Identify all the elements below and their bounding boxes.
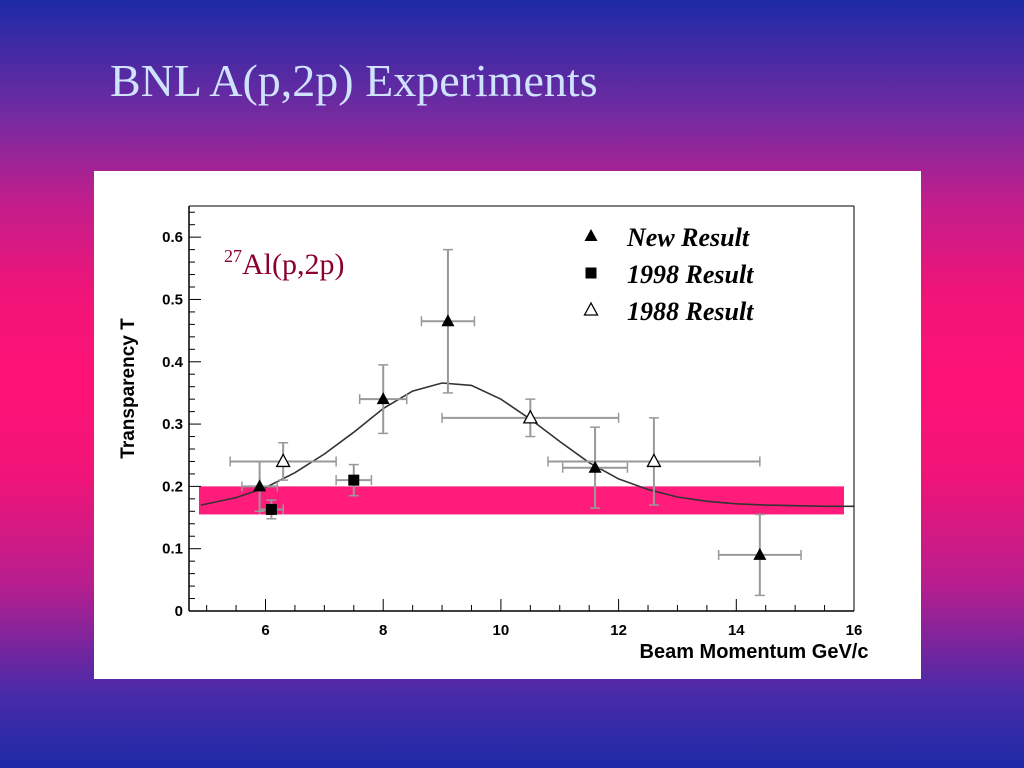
x-tick-label: 8	[379, 622, 387, 639]
legend-label: 1998 Result	[627, 260, 754, 289]
data-point	[753, 547, 767, 560]
reaction-annotation: 27Al(p,2p)	[224, 246, 344, 281]
y-tick-label: 0	[175, 603, 183, 620]
data-point	[646, 453, 662, 468]
x-tick-label: 12	[610, 622, 627, 639]
data-point	[522, 409, 538, 424]
y-tick-label: 0.6	[162, 229, 183, 246]
annotation-mass-number: 27	[224, 246, 242, 266]
x-tick-label: 14	[728, 622, 745, 639]
y-tick-label: 0.1	[162, 541, 183, 558]
data-point	[376, 392, 390, 405]
legend-label: New Result	[626, 223, 750, 252]
y-tick-label: 0.2	[162, 478, 183, 495]
y-tick-label: 0.4	[162, 354, 184, 371]
x-axis-label: Beam Momentum GeV/c	[640, 641, 869, 663]
legend-label: 1988 Result	[627, 297, 754, 326]
data-point	[275, 453, 291, 468]
legend-marker	[583, 301, 599, 316]
data-point	[253, 479, 267, 492]
prediction-band	[199, 486, 844, 515]
legend-marker	[584, 229, 598, 241]
y-tick-label: 0.5	[162, 291, 183, 308]
data-point	[588, 460, 602, 473]
annotation-reaction: Al(p,2p)	[242, 248, 344, 281]
data-point	[441, 314, 455, 327]
legend-marker	[585, 267, 597, 279]
chart-panel: 6 8 10 12 14 16 0 0.1 0.2 0.3 0.4 0.5 0.6 New Result…	[94, 171, 921, 679]
y-axis-label: Transparency T	[118, 318, 139, 459]
x-tick-label: 16	[846, 622, 863, 639]
data-point	[348, 474, 360, 486]
x-tick-label: 10	[493, 622, 510, 639]
transparency-chart: 6 8 10 12 14 16 0 0.1 0.2 0.3 0.4 0.5 0.6 New Result…	[118, 205, 869, 663]
slide-title: BNL A(p,2p) Experiments	[110, 55, 598, 106]
data-point	[265, 503, 277, 515]
y-tick-label: 0.3	[162, 416, 183, 433]
x-tick-label: 6	[261, 622, 269, 639]
